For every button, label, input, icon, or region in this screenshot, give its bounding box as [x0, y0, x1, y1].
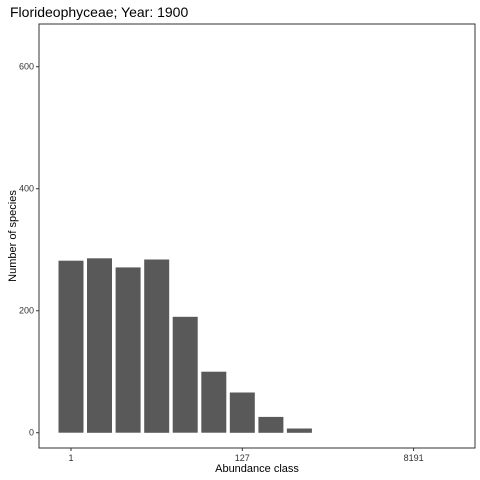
x-tick-label-127: 127 — [235, 453, 250, 463]
bar-8 — [258, 416, 284, 433]
bar-5 — [172, 316, 198, 433]
bar-7 — [229, 392, 255, 433]
bar-1 — [58, 260, 84, 433]
y-tick-label-600: 600 — [19, 62, 34, 72]
bar-4 — [144, 259, 170, 433]
y-tick-label-400: 400 — [19, 184, 34, 194]
chart-title: Florideophyceae; Year: 1900 — [10, 4, 188, 20]
bar-6 — [201, 371, 227, 433]
bar-2 — [87, 258, 112, 433]
bars-group — [58, 258, 312, 433]
x-tick-label-1: 1 — [68, 453, 73, 463]
y-axis-label: Number of species — [7, 190, 19, 282]
bar-9 — [286, 428, 312, 433]
y-tick-label-0: 0 — [29, 428, 34, 438]
y-axis: 0 200 400 600 — [19, 62, 39, 438]
bar-3 — [115, 267, 141, 433]
y-tick-label-200: 200 — [19, 306, 34, 316]
x-tick-label-8191: 8191 — [404, 453, 424, 463]
x-axis-label: Abundance class — [215, 463, 299, 475]
x-axis: 1 127 8191 — [68, 448, 424, 463]
